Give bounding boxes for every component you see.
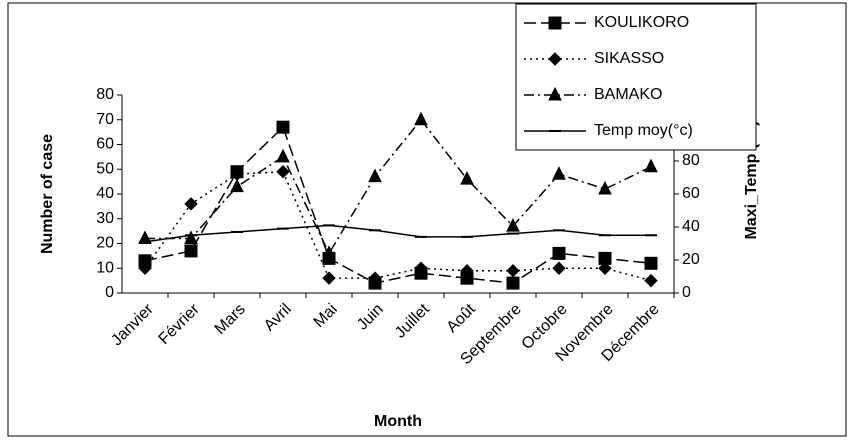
legend-label: SIKASSO (594, 50, 664, 67)
point (548, 16, 562, 30)
point (368, 168, 382, 183)
point (414, 261, 428, 275)
point (184, 197, 198, 211)
point (276, 120, 290, 134)
y-tick-label: 60 (96, 136, 114, 153)
point (552, 261, 566, 275)
point (552, 166, 566, 180)
y2-tick-label: 40 (682, 218, 700, 235)
legend-label: KOULIKORO (594, 14, 689, 31)
y-axis-title: Number of case (39, 134, 56, 254)
point (460, 171, 474, 185)
series-line (144, 224, 651, 243)
y-tick-label: 0 (105, 284, 114, 301)
y-tick-label: 70 (96, 111, 114, 128)
point (414, 111, 428, 126)
point (322, 245, 336, 259)
y2-tick-label: 0 (682, 284, 691, 301)
point (548, 86, 562, 101)
series-line (144, 125, 652, 284)
point (644, 273, 658, 288)
point (644, 256, 658, 270)
y-tick-label: 50 (96, 160, 114, 177)
point (506, 276, 520, 290)
point (184, 244, 198, 258)
y-tick-label: 20 (96, 235, 114, 252)
point (598, 180, 612, 195)
legend-label: Temp moy(°c) (594, 122, 693, 139)
point (276, 165, 290, 179)
point (506, 218, 520, 232)
point (322, 271, 336, 285)
y-tick-label: 10 (96, 259, 114, 276)
point (184, 230, 198, 245)
point (276, 148, 290, 163)
point (548, 52, 562, 66)
point (460, 264, 474, 278)
series-line (145, 118, 652, 255)
legend-label: BAMAKO (594, 86, 662, 103)
point (552, 246, 566, 260)
series-line (144, 170, 652, 282)
point (644, 158, 658, 173)
point (138, 261, 152, 275)
y-tick-label: 80 (96, 86, 114, 103)
point (368, 271, 382, 285)
point (506, 264, 520, 278)
point (230, 178, 244, 193)
point (598, 261, 612, 275)
y-tick-label: 40 (96, 185, 114, 202)
y-tick-label: 30 (96, 210, 114, 227)
y2-tick-label: 80 (682, 152, 700, 169)
x-axis-title: Month (374, 413, 422, 430)
y2-tick-label: 20 (682, 251, 700, 268)
y2-tick-label: 60 (682, 185, 700, 202)
point (138, 230, 152, 245)
